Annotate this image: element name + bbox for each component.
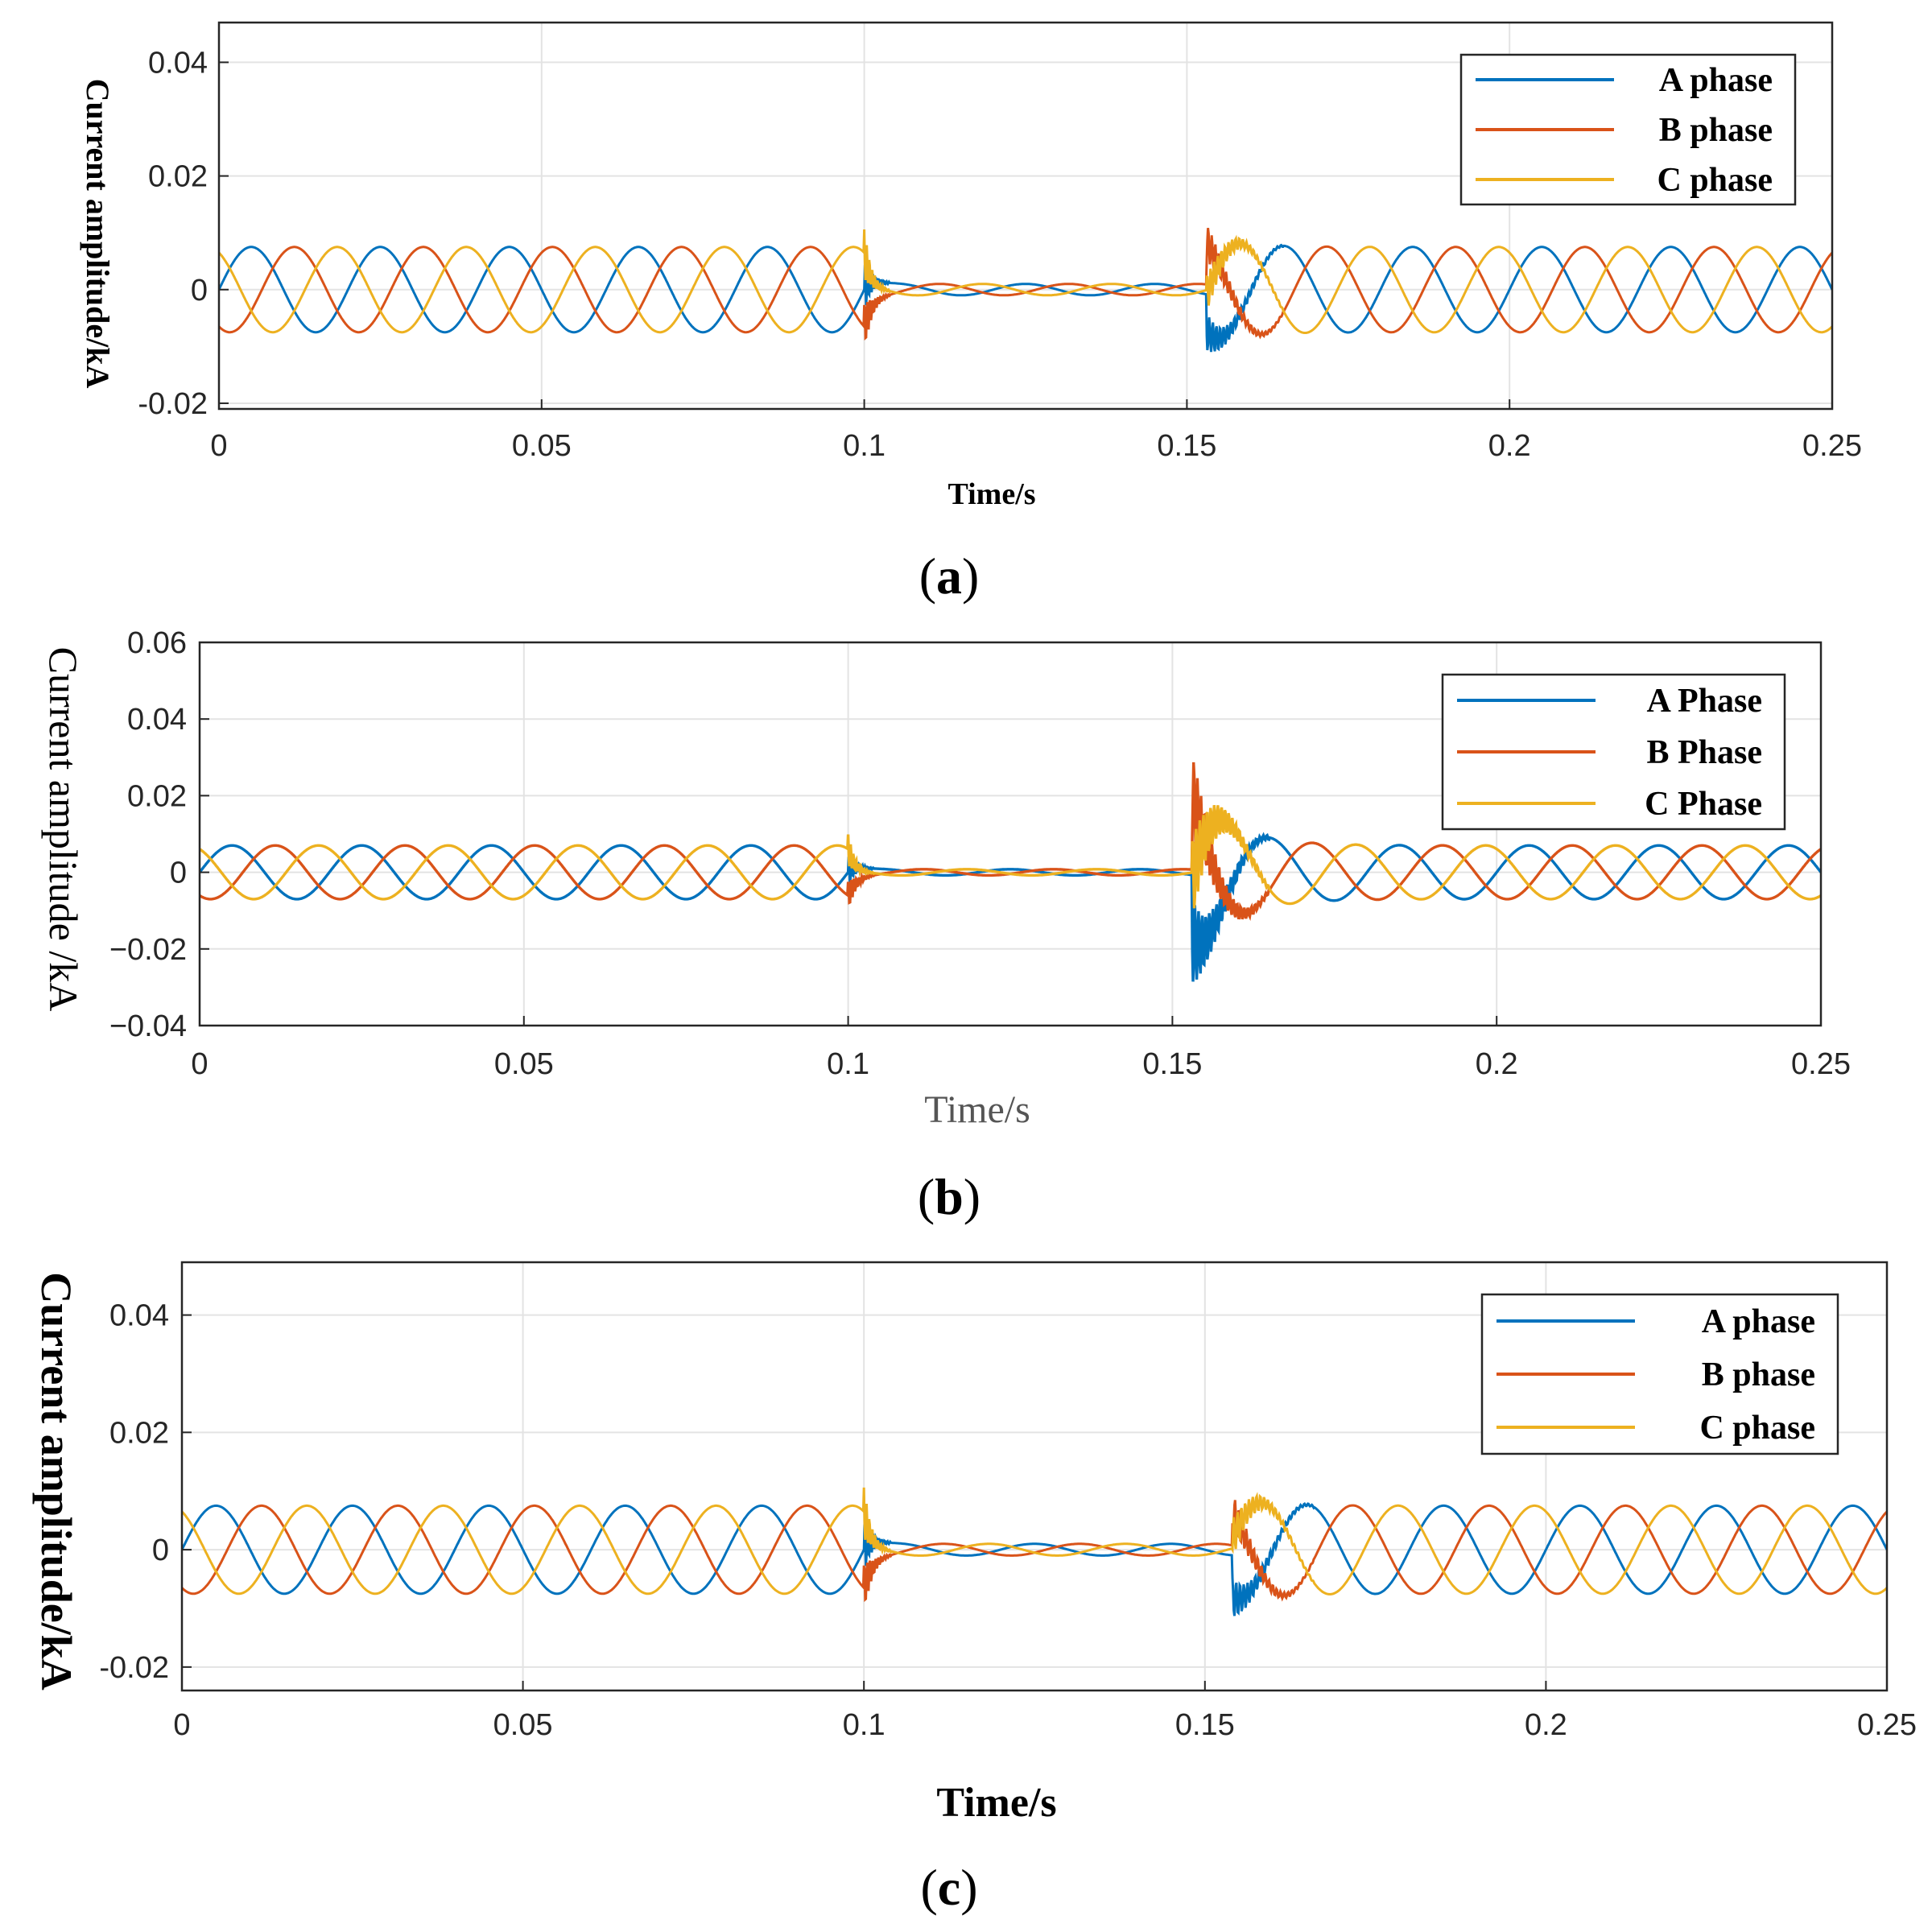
y-tick-label: 0.02 xyxy=(109,1416,169,1450)
x-tick-label: 0.2 xyxy=(1488,429,1531,463)
caption-close-paren: ) xyxy=(962,547,979,605)
legend-label: C phase xyxy=(1657,162,1773,199)
y-tick-label: 0 xyxy=(152,1534,169,1567)
chart-panel-2: 0 0.05 0.1 0.15 0.2 0.25 −0.04 −0.02 0 0.02 0.04 0.… xyxy=(41,626,1851,1225)
legend: A Phase B Phase C Phase xyxy=(1441,673,1786,831)
y-axis-label: Current amplitude/kA xyxy=(32,1272,80,1690)
x-tick-label: 0.1 xyxy=(843,429,886,463)
panel-caption: (b) xyxy=(918,1168,980,1225)
axes-box xyxy=(180,1261,1889,1692)
y-axis-label: Current amplitude /kA xyxy=(41,647,86,1012)
y-tick-label: 0.02 xyxy=(148,160,208,194)
y-tick-label: 0.04 xyxy=(109,1299,169,1333)
legend-label: B phase xyxy=(1702,1356,1815,1393)
x-tick-label: 0.15 xyxy=(1157,429,1216,463)
y-tick-label: -0.02 xyxy=(99,1651,169,1685)
x-tick-label: 0.25 xyxy=(1857,1708,1917,1742)
x-tick-label: 0.2 xyxy=(1476,1047,1518,1081)
panel-caption: (a) xyxy=(919,547,980,605)
x-tick-label: 0.25 xyxy=(1791,1047,1851,1081)
x-tick-label: 0.1 xyxy=(843,1708,886,1742)
chart-panel-3: 0 0.05 0.1 0.15 0.2 0.25-0.0200.020.04Current… xyxy=(32,1261,1917,1916)
caption-letter: b xyxy=(935,1168,964,1225)
panel-caption: (c) xyxy=(920,1859,977,1916)
series-line-c-phase xyxy=(182,1487,1887,1596)
caption-close-paren: ) xyxy=(964,1168,980,1225)
x-tick-label: 0.05 xyxy=(512,429,572,463)
x-tick-label: 0.2 xyxy=(1525,1708,1567,1742)
x-tick-label: 0 xyxy=(173,1708,190,1742)
y-axis-label: Current amplitude/kA xyxy=(80,79,116,389)
caption-open-paren: ( xyxy=(918,1168,935,1225)
x-tick-label: 0 xyxy=(191,1047,208,1081)
legend-label: A Phase xyxy=(1646,683,1762,720)
y-tick-label: 0.06 xyxy=(127,626,187,660)
x-tick-label: 0.25 xyxy=(1802,429,1862,463)
legend-label: C phase xyxy=(1699,1410,1815,1447)
x-tick-label: 0.1 xyxy=(827,1047,869,1081)
y-tick-label: 0.02 xyxy=(127,779,187,813)
series-line-c-phase xyxy=(219,229,1832,334)
series-line-c-phase xyxy=(200,805,1821,909)
legend-label: B phase xyxy=(1659,112,1773,149)
x-axis-label: Time/s xyxy=(936,1780,1056,1826)
caption-open-paren: ( xyxy=(919,547,936,605)
y-tick-label: 0 xyxy=(191,274,208,308)
legend-label: B Phase xyxy=(1646,734,1762,771)
axes-box xyxy=(198,641,1823,1027)
legend-label: A phase xyxy=(1702,1303,1815,1340)
x-tick-label: 0.15 xyxy=(1175,1708,1235,1742)
caption-letter: c xyxy=(938,1859,960,1916)
x-tick-label: 0.05 xyxy=(493,1708,553,1742)
legend: A phase B phase C phase xyxy=(1459,53,1797,206)
x-tick-label: 0 xyxy=(210,429,227,463)
y-tick-label: 0.04 xyxy=(127,703,187,737)
x-axis-label: Time/s xyxy=(947,477,1035,511)
y-tick-label: 0.04 xyxy=(148,46,208,80)
legend: A phase B phase C phase xyxy=(1480,1293,1839,1455)
y-tick-label: −0.02 xyxy=(109,933,187,967)
caption-open-paren: ( xyxy=(920,1859,937,1916)
legend-label: A phase xyxy=(1659,62,1773,99)
x-axis-label: Time/s xyxy=(924,1088,1030,1131)
chart-panel-1: 0 0.05 0.1 0.15 0.2 0.25-0.0200.020.04Current… xyxy=(80,21,1862,605)
y-tick-label: −0.04 xyxy=(109,1009,187,1043)
axes-box xyxy=(217,21,1834,411)
y-tick-label: 0 xyxy=(170,857,187,890)
x-tick-label: 0.15 xyxy=(1142,1047,1202,1081)
y-tick-label: -0.02 xyxy=(138,387,208,421)
caption-letter: a xyxy=(936,547,962,605)
x-tick-label: 0.05 xyxy=(494,1047,554,1081)
caption-close-paren: ) xyxy=(960,1859,977,1916)
legend-label: C Phase xyxy=(1645,786,1762,823)
